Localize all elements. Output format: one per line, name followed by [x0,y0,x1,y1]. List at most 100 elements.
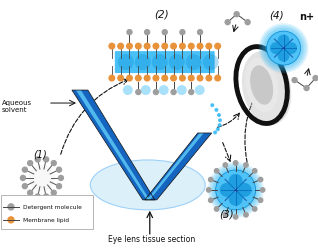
Polygon shape [76,90,150,200]
Circle shape [203,54,219,70]
Circle shape [270,42,282,54]
Circle shape [28,190,33,195]
Ellipse shape [245,58,278,112]
Circle shape [223,212,228,217]
Text: Aqueous
solvent: Aqueous solvent [2,100,32,113]
Polygon shape [145,133,212,200]
Circle shape [162,43,168,49]
Text: Membrane lipid: Membrane lipid [23,218,69,223]
Circle shape [214,207,219,211]
Circle shape [44,157,49,162]
Circle shape [252,207,257,211]
Circle shape [292,78,297,82]
Text: Detergent molecule: Detergent molecule [23,206,82,210]
Circle shape [141,85,151,95]
Circle shape [197,75,203,81]
Circle shape [180,43,185,49]
Circle shape [135,54,151,70]
Circle shape [180,30,185,35]
Circle shape [195,85,205,95]
Circle shape [215,108,218,111]
Circle shape [216,170,256,210]
Circle shape [245,20,250,25]
Circle shape [171,43,176,49]
Polygon shape [147,133,204,200]
Circle shape [189,90,194,94]
Circle shape [229,174,243,188]
Circle shape [223,163,228,167]
Circle shape [229,192,243,206]
Circle shape [127,43,132,49]
Ellipse shape [250,66,273,105]
Circle shape [189,75,194,81]
Circle shape [162,30,167,35]
Circle shape [260,188,265,192]
Text: n+: n+ [300,12,315,22]
Circle shape [8,204,14,210]
Circle shape [8,217,14,223]
Circle shape [209,198,213,202]
Circle shape [20,176,25,180]
Circle shape [278,34,289,46]
Circle shape [154,90,158,94]
Circle shape [225,20,230,25]
Circle shape [127,75,132,81]
Circle shape [171,75,176,81]
Circle shape [208,162,264,218]
Circle shape [35,157,40,162]
Circle shape [153,43,159,49]
Ellipse shape [90,160,205,210]
Circle shape [304,86,309,90]
Circle shape [206,75,212,81]
Circle shape [265,29,302,67]
Circle shape [123,85,133,95]
Circle shape [135,75,141,81]
Circle shape [260,25,307,72]
Circle shape [218,114,220,116]
Circle shape [313,76,318,80]
Circle shape [57,184,61,189]
Circle shape [59,176,63,180]
Circle shape [266,31,301,65]
Circle shape [159,85,169,95]
Circle shape [206,188,211,192]
Circle shape [215,43,220,49]
Circle shape [244,212,248,217]
Circle shape [22,167,27,172]
Circle shape [118,43,123,49]
FancyBboxPatch shape [1,195,93,229]
Circle shape [51,160,56,166]
Circle shape [177,85,187,95]
Circle shape [233,215,238,219]
Circle shape [214,168,258,212]
Circle shape [197,43,203,49]
Circle shape [262,26,306,70]
Circle shape [28,160,33,166]
Circle shape [234,12,239,17]
Circle shape [118,54,134,70]
Polygon shape [72,90,155,200]
Circle shape [144,75,150,81]
Circle shape [118,75,123,81]
Circle shape [29,165,55,191]
Circle shape [211,104,214,106]
Circle shape [238,183,252,197]
Ellipse shape [242,51,291,125]
Text: (3): (3) [220,210,234,220]
Circle shape [278,50,289,62]
Circle shape [57,167,61,172]
Circle shape [35,194,40,199]
Circle shape [217,128,219,130]
Circle shape [252,169,257,173]
Circle shape [214,131,217,134]
Circle shape [206,43,212,49]
Circle shape [244,163,248,167]
Circle shape [211,165,261,215]
Circle shape [180,75,185,81]
Circle shape [263,28,304,68]
Circle shape [152,54,168,70]
Circle shape [153,75,159,81]
Circle shape [127,30,132,35]
Text: (2): (2) [154,9,169,19]
Circle shape [258,178,263,182]
